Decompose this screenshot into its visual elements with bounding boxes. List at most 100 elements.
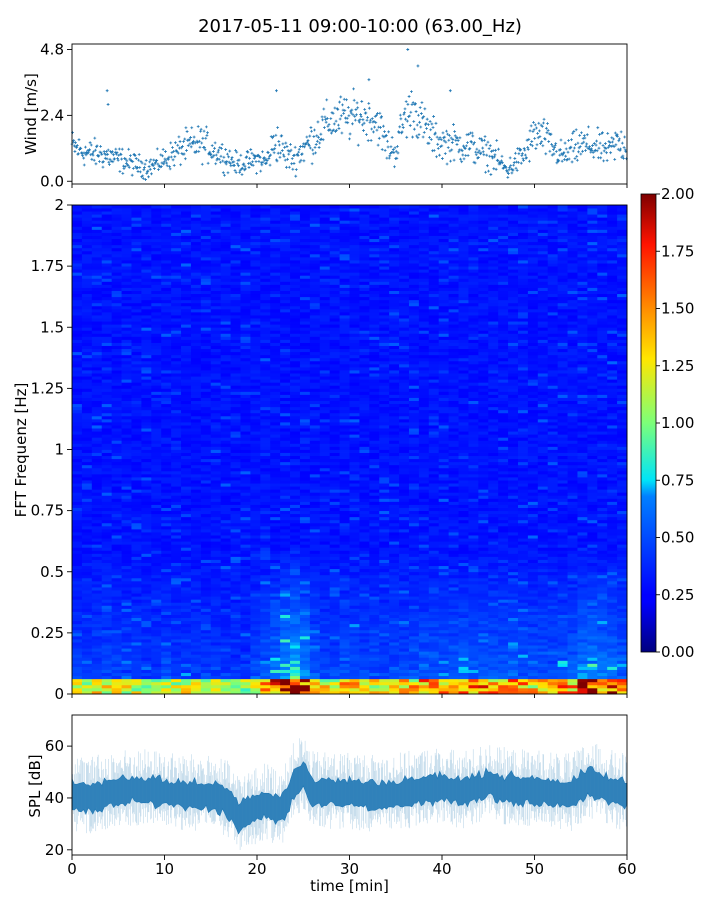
spectrogram-cell [230,562,241,567]
spectrogram-cell [171,574,182,579]
spectrogram-cell [597,660,608,664]
spectrogram-cell [151,495,162,499]
spectrogram-cell [290,675,301,680]
spectrogram-cell [111,535,122,539]
spectrogram-cell [379,678,390,683]
spectrogram-cell [617,587,628,591]
spectrogram-cell [131,516,142,521]
spectrogram-cell [329,651,340,655]
spectrogram-cell [250,614,261,618]
spectrogram-cell [408,538,420,542]
spectrogram-cell [369,483,380,487]
spectrogram-cell [517,477,529,481]
wind-point [480,137,483,141]
spectrogram-cell [339,672,350,677]
spectrogram-cell [468,623,479,628]
spectrogram-cell [81,489,93,493]
spectrogram-cell [339,684,350,689]
spectrogram-cell [141,666,152,670]
spectrogram-cell [379,501,390,505]
spectrogram-cell [517,486,529,490]
wind-point [418,120,422,124]
spectrogram-cell [171,611,182,615]
spectrogram-cell [260,660,271,664]
spectrogram-cell [131,480,142,484]
spectrogram-cell [617,556,628,560]
spectrogram-cell [220,620,231,625]
spectrogram-cell [250,675,261,680]
spectrogram-cell [230,516,241,521]
spectrogram-cell [547,614,559,618]
spectrogram-cell [537,559,549,563]
spectrogram-cell [567,608,578,612]
spectrogram-cell [448,617,459,622]
spectrogram-cell [299,605,311,609]
wind-point [102,149,106,153]
spectrogram-cell [240,583,251,588]
spectrogram-cell [498,489,509,493]
spectrogram-cell [270,660,281,664]
spectrogram-cell [171,620,182,625]
spectrogram-cell [290,574,301,579]
spectrogram-cell [190,553,202,557]
spectrogram-cell [389,583,400,588]
spectrogram-cell [329,690,340,695]
spectrogram-cell [111,480,122,484]
spectrogram-cell [557,690,568,695]
spectrogram-cell [190,486,202,490]
spectrogram-cell [517,513,529,518]
spectrogram-cell [418,498,430,502]
spectrogram-cell [537,553,549,557]
wind-point [299,145,302,148]
spectrogram-cell [260,492,271,496]
wind-point [603,142,607,145]
spectrogram-cell [577,687,588,692]
spectrogram-cell [517,577,529,582]
spectrogram-cell [587,550,598,554]
spectrogram-cell [369,577,380,582]
spectrogram-cell [547,654,559,658]
spectrogram-cell [329,525,340,530]
spectrogram-cell [379,645,390,649]
spectrogram-cell [101,522,113,527]
spectrogram-cell [171,623,182,628]
spectrogram-cell [270,587,281,591]
wind-point [422,130,426,134]
spectrogram-cell [359,516,370,521]
spectrogram-cell [408,516,420,521]
spectrogram-cell [418,663,430,667]
spectrogram-cell [72,483,83,487]
spectrogram-cell [161,642,172,646]
wind-point [467,132,471,136]
spectrogram-cell [557,528,568,533]
spectrogram-cell [230,654,241,658]
spectrogram-cell [190,678,202,683]
spectrogram-cell [131,556,142,560]
spectrogram-cell [101,495,113,499]
wind-point [530,144,534,148]
spectrogram-cell [349,590,360,594]
spectrogram-cell [607,541,618,545]
wind-point [136,170,140,173]
spectrogram-cell [389,486,400,490]
spectrogram-cell [111,587,122,591]
wind-point [621,154,625,158]
spectrogram-cell [299,611,311,615]
spectrogram-cell [577,541,588,545]
spectrogram-cell [617,660,628,664]
spectrogram-cell [200,645,212,649]
spectrogram-cell [131,477,142,481]
spectrogram-cell [577,645,588,649]
spectrogram-cell [488,532,499,536]
spectrogram-cell [250,626,261,631]
spectrogram-cell [369,507,380,512]
spectrogram-cell [458,504,469,508]
spectrogram-cell [369,525,380,530]
spectrogram-cell [587,495,598,499]
spectrogram-cell [240,577,251,582]
spectrogram-cell [478,553,489,557]
wind-point [211,155,215,159]
spectrogram-cell [389,596,400,600]
spectrogram-cell [389,513,400,518]
wind-ylabel: Wind [m/s] [22,73,40,155]
